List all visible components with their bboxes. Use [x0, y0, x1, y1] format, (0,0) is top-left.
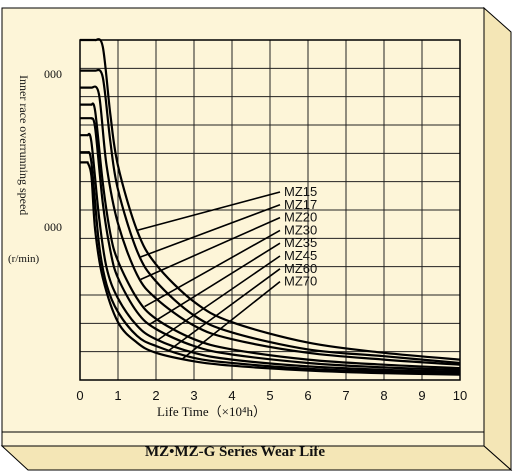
y-tick-label-upper: 000: [44, 67, 62, 81]
legend-label-mz30: MZ30: [284, 222, 317, 237]
series-line-mz17: [80, 68, 461, 365]
series-line-mz35: [80, 117, 461, 371]
x-tick-label: 6: [304, 388, 311, 403]
x-axis-label: Life Time（×10⁴h）: [157, 404, 266, 419]
leader-line-mz17: [140, 204, 281, 258]
y-axis-unit: (r/min): [8, 253, 39, 265]
plot-frame: [79, 39, 461, 381]
legend-label-mz20: MZ20: [284, 210, 317, 225]
series-line-mz15: [80, 38, 461, 361]
x-tick-label: 4: [228, 388, 235, 403]
x-tick-label: 3: [190, 388, 197, 403]
x-tick-label: 8: [380, 388, 387, 403]
legend-leaders: [136, 191, 281, 360]
leader-line-mz60: [168, 268, 281, 351]
x-tick-label: 9: [418, 388, 425, 403]
leader-line-mz70: [182, 280, 281, 360]
series-line-mz30: [80, 102, 461, 370]
legend-label-mz17: MZ17: [284, 197, 317, 212]
x-tick-labels: 0 1 2 3 4 5 6 7 8 9 10: [76, 388, 467, 403]
legend-label-mz70: MZ70: [284, 274, 317, 289]
x-tick-label: 0: [76, 388, 83, 403]
y-tick-label-lower: 000: [44, 220, 62, 234]
legend-label-mz15: MZ15: [284, 184, 317, 199]
panel-side: [483, 6, 512, 472]
leader-line-mz20: [140, 216, 281, 281]
series-line-mz45: [80, 132, 461, 373]
x-tick-label: 2: [152, 388, 159, 403]
x-tick-label: 5: [266, 388, 273, 403]
leader-line-mz45: [157, 255, 281, 341]
legend-label-mz60: MZ60: [284, 261, 317, 276]
grid: [79, 39, 461, 381]
leader-line-mz35: [149, 242, 281, 325]
legend-label-mz35: MZ35: [284, 235, 317, 250]
x-tick-label: 7: [342, 388, 349, 403]
series-line-mz60: [80, 151, 461, 375]
caption: MZ•MZ-G Series Wear Life: [145, 444, 325, 460]
y-axis-label: Inner race overrunning speed: [17, 75, 31, 215]
x-tick-label: 10: [453, 388, 467, 403]
x-tick-label: 1: [114, 388, 121, 403]
legend-label-mz45: MZ45: [284, 248, 317, 263]
leader-line-mz30: [144, 229, 281, 308]
leader-line-mz15: [136, 191, 281, 232]
series-line-mz20: [80, 85, 461, 366]
series-line-mz70: [80, 161, 461, 376]
curves: [80, 38, 461, 376]
